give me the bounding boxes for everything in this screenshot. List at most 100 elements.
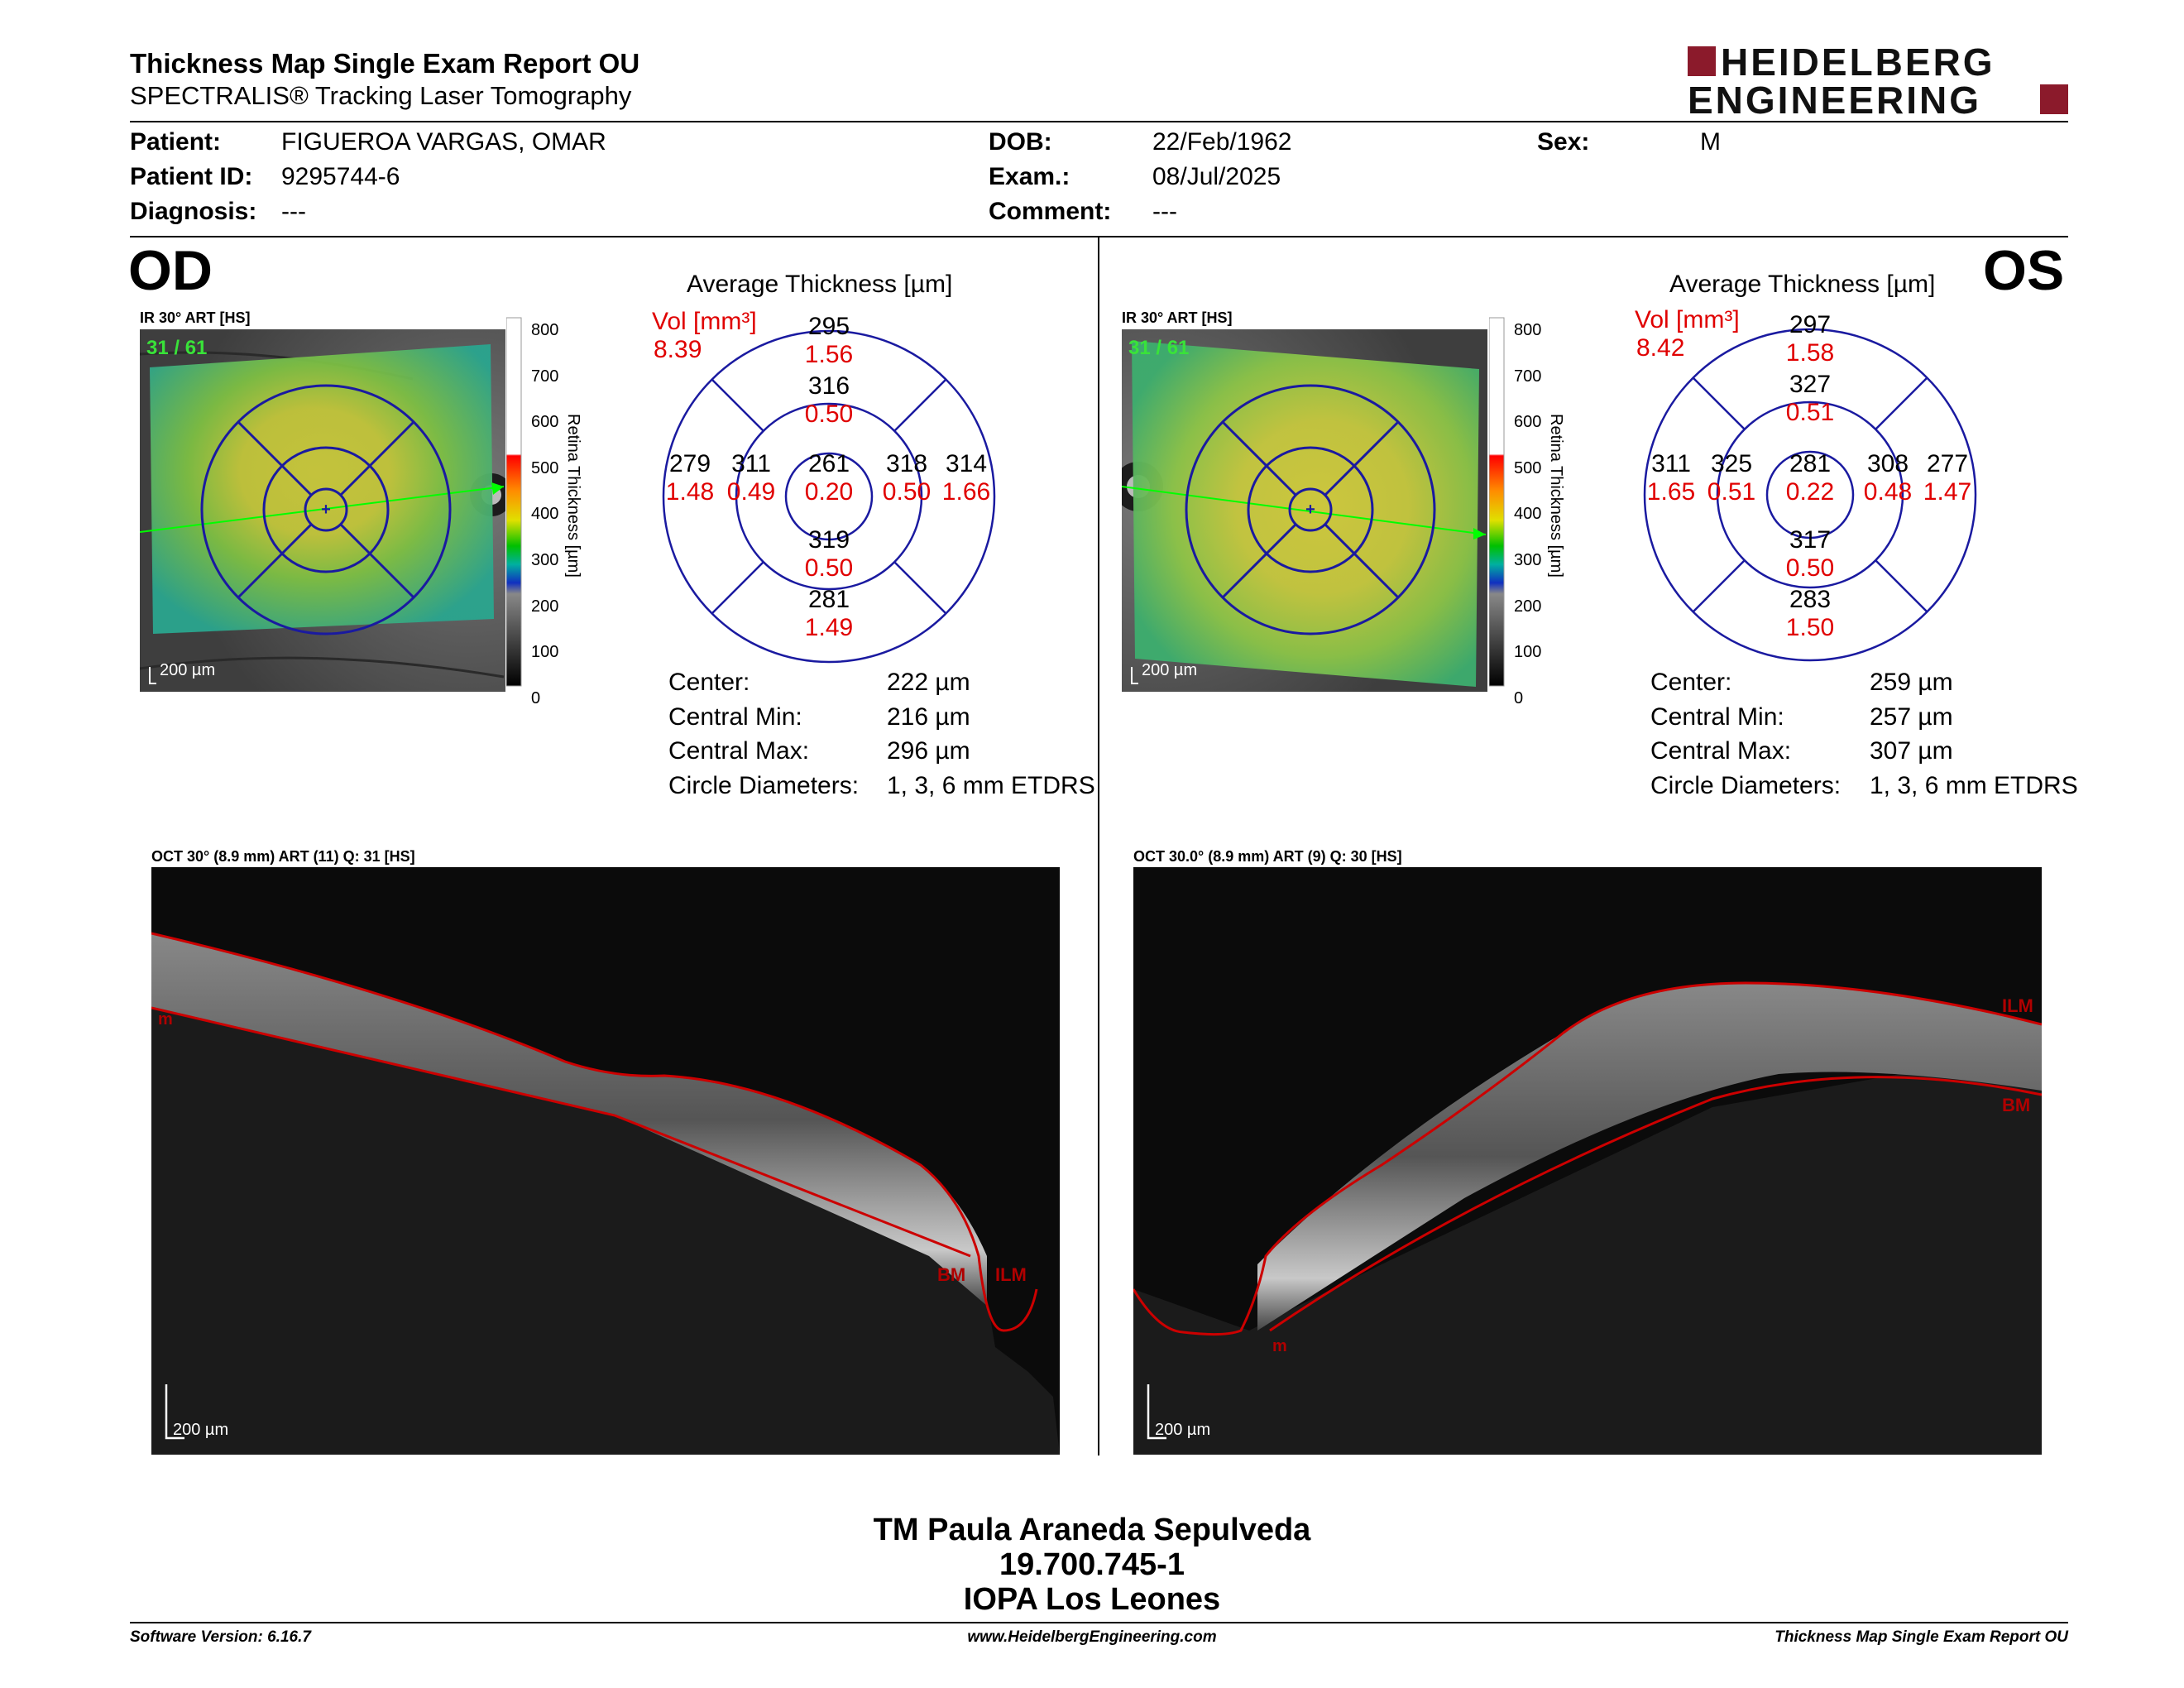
- os-oct-bscan: m ILM BM 200 µm: [1132, 867, 2043, 1455]
- od-center: 261: [807, 450, 850, 477]
- od-diam-value: 1, 3, 6 mm ETDRS: [887, 772, 1095, 799]
- report-subtitle: SPECTRALIS® Tracking Laser Tomography: [130, 81, 632, 110]
- diagnosis-label: Diagnosis:: [130, 198, 257, 225]
- os-scale-tick: 300: [1514, 550, 1542, 569]
- os-vol-label: Vol [mm³]: [1635, 306, 1740, 333]
- od-inner-temporal-vol: 0.49: [726, 478, 776, 506]
- od-outer-nasal-vol: 1.66: [941, 478, 991, 506]
- os-inner-superior: 327: [1789, 371, 1832, 398]
- os-scale-tick: 0: [1514, 688, 1524, 707]
- svg-text:+: +: [1305, 501, 1315, 519]
- eye-label-os: OS: [1983, 239, 2065, 302]
- od-max-label: Central Max:: [668, 737, 810, 765]
- od-tag-bm: BM: [937, 1264, 965, 1285]
- od-scale-tick: 300: [531, 550, 559, 569]
- od-tag-m: m: [158, 1010, 173, 1029]
- header-divider: [130, 121, 2068, 122]
- diagnosis-value: ---: [281, 198, 306, 225]
- os-max-label: Central Max:: [1650, 737, 1792, 765]
- od-min-label: Central Min:: [668, 703, 802, 731]
- os-etdrs-grid: [1636, 308, 2000, 664]
- os-thickness-scale: [1488, 314, 1580, 695]
- os-ir-counter: 31 / 61: [1128, 337, 1189, 359]
- os-scale-tick: 500: [1514, 458, 1542, 477]
- od-scale-ticks: 800 700 600 500 400 300 200 100 0: [531, 308, 558, 722]
- os-inner-nasal-vol: 0.48: [1863, 478, 1913, 506]
- os-scale-label: Retina Thickness [µm]: [1547, 414, 1565, 578]
- os-inner-superior-vol: 0.51: [1785, 399, 1835, 426]
- od-center-vol: 0.20: [804, 478, 854, 506]
- report-title: Thickness Map Single Exam Report OU: [130, 48, 640, 79]
- od-scale-tick: 800: [531, 321, 559, 339]
- signature-name: TM Paula Araneda Sepulveda: [873, 1513, 1311, 1547]
- od-inner-temporal: 311: [731, 450, 771, 477]
- os-outer-superior-vol: 1.58: [1785, 339, 1835, 367]
- od-inner-inferior: 319: [807, 526, 850, 554]
- os-ir-label: IR 30° ART [HS]: [1122, 309, 1233, 326]
- comment-value: ---: [1152, 198, 1177, 225]
- os-outer-temporal: 311: [1651, 450, 1691, 477]
- os-center-vol: 0.22: [1785, 478, 1835, 506]
- od-diam-label: Circle Diameters:: [668, 772, 860, 799]
- od-outer-superior: 295: [807, 313, 850, 340]
- sex-label: Sex:: [1537, 128, 1590, 156]
- patient-label: Patient:: [130, 128, 222, 156]
- logo-text-line1: HEIDELBERG: [1721, 45, 1995, 84]
- os-diam-label: Circle Diameters:: [1650, 772, 1842, 799]
- od-outer-inferior: 281: [807, 586, 850, 613]
- os-oct-label: OCT 30.0° (8.9 mm) ART (9) Q: 30 [HS]: [1133, 848, 1402, 865]
- comment-label: Comment:: [989, 198, 1112, 225]
- os-inner-inferior: 317: [1789, 526, 1832, 554]
- os-inner-temporal: 325: [1710, 450, 1753, 477]
- os-tag-ilm: ILM: [2002, 995, 2033, 1016]
- od-scale-tick: 500: [531, 458, 559, 477]
- os-scale-tick: 800: [1514, 321, 1542, 339]
- od-ir-scalebar: 200 µm: [160, 661, 215, 679]
- signature-rut: 19.700.745-1: [999, 1547, 1185, 1582]
- od-outer-inferior-vol: 1.49: [804, 614, 854, 641]
- patient-id: 9295744-6: [281, 163, 400, 190]
- os-outer-inferior: 283: [1789, 586, 1832, 613]
- od-scale-tick: 200: [531, 597, 559, 616]
- od-avg-title: Average Thickness [µm]: [687, 271, 953, 298]
- od-oct-label: OCT 30° (8.9 mm) ART (11) Q: 31 [HS]: [151, 848, 415, 865]
- patient-id-label: Patient ID:: [130, 163, 253, 190]
- os-outer-superior: 297: [1789, 311, 1832, 338]
- footer-report-name: Thickness Map Single Exam Report OU: [1774, 1628, 2068, 1646]
- os-min-label: Central Min:: [1650, 703, 1784, 731]
- heidelberg-logo: HEIDELBERG ENGINEERING: [1688, 41, 2068, 122]
- od-thickness-scale: [505, 314, 597, 695]
- os-etdrs-values: Vol [mm³] 8.42 297 1.58 327 0.51 311 1.6…: [1635, 306, 2000, 664]
- od-outer-temporal: 279: [668, 450, 711, 477]
- os-inner-nasal: 308: [1866, 450, 1909, 477]
- signature-place: IOPA Los Leones: [963, 1582, 1221, 1617]
- os-scale-ticks: 800 700 600 500 400 300 200 100 0: [1514, 308, 1541, 722]
- website-link[interactable]: www.HeidelbergEngineering.com: [967, 1628, 1217, 1646]
- od-scale-tick: 100: [531, 643, 559, 662]
- os-scale-tick: 700: [1514, 367, 1542, 386]
- od-outer-temporal-vol: 1.48: [665, 478, 715, 506]
- os-inner-temporal-vol: 0.51: [1707, 478, 1756, 506]
- os-outer-nasal: 277: [1926, 450, 1969, 477]
- os-ir-scalebar: 200 µm: [1142, 661, 1197, 679]
- os-scale-tick: 600: [1514, 413, 1542, 432]
- od-tag-ilm: ILM: [995, 1264, 1027, 1285]
- exam-value: 08/Jul/2025: [1152, 163, 1281, 190]
- od-inner-inferior-vol: 0.50: [804, 554, 854, 582]
- od-oct-scalebar: 200 µm: [173, 1421, 228, 1439]
- software-version: Software Version: 6.16.7: [130, 1628, 311, 1646]
- os-center: 281: [1789, 450, 1832, 477]
- eye-label-od: OD: [128, 239, 213, 302]
- os-vol-total: 8.42: [1636, 334, 1685, 362]
- os-tag-m: m: [1272, 1337, 1287, 1355]
- os-scale-tick: 200: [1514, 597, 1542, 616]
- od-inner-nasal-vol: 0.50: [882, 478, 932, 506]
- os-max-value: 307 µm: [1870, 737, 1953, 765]
- exam-label: Exam.:: [989, 163, 1070, 190]
- od-inner-superior: 316: [807, 372, 850, 400]
- od-scale-tick: 600: [531, 413, 559, 432]
- os-min-value: 257 µm: [1870, 703, 1953, 731]
- dob-label: DOB:: [989, 128, 1052, 156]
- od-ir-label: IR 30° ART [HS]: [140, 309, 251, 326]
- od-scale-tick: 0: [531, 688, 541, 707]
